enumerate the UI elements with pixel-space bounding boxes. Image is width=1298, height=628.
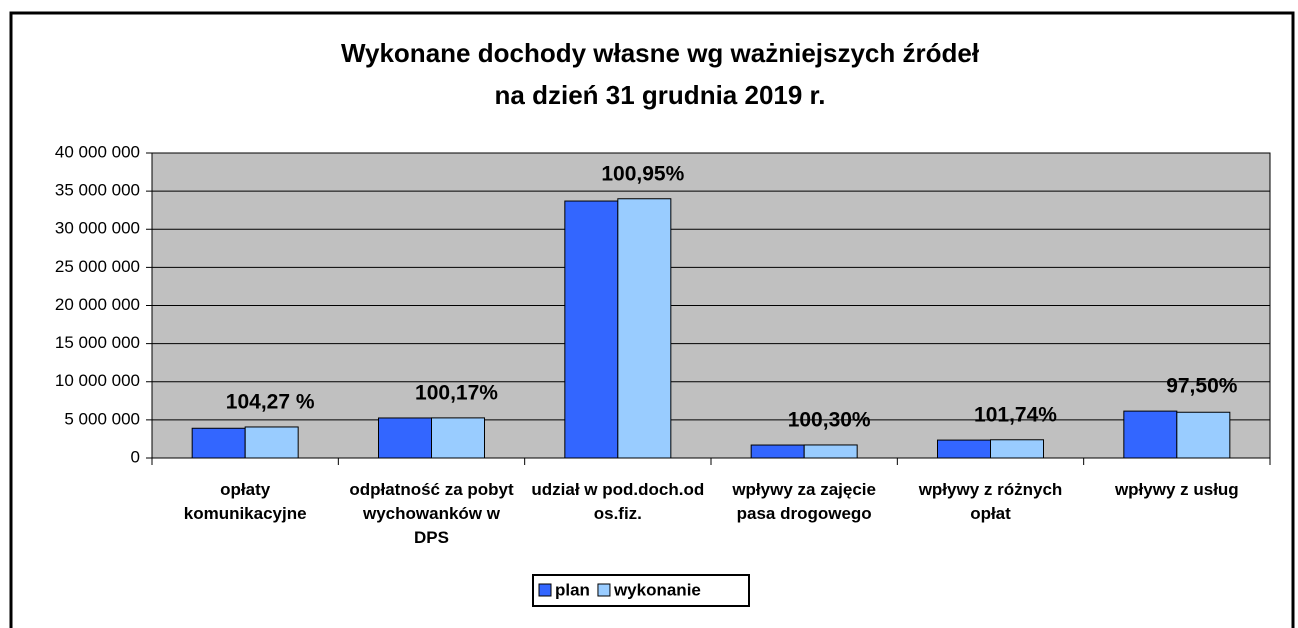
chart-subtitle: na dzień 31 grudnia 2019 r. [495, 80, 826, 110]
y-tick-label: 25 000 000 [55, 257, 140, 276]
y-tick-label: 20 000 000 [55, 295, 140, 314]
y-tick-label: 30 000 000 [55, 219, 140, 238]
bar [378, 417, 432, 459]
legend-swatch [597, 583, 611, 597]
bar [617, 198, 672, 459]
bar [1176, 411, 1231, 459]
legend-box [532, 574, 750, 607]
bar [1123, 410, 1178, 459]
bar [937, 439, 991, 459]
y-tick-label: 5 000 000 [64, 409, 140, 428]
bar [191, 427, 246, 459]
y-tick-label: 10 000 000 [55, 371, 140, 390]
legend-label: plan [555, 580, 590, 599]
x-tick-label: wpływy za zajęcie pasa drogowego [732, 480, 876, 523]
y-tick-label: 40 000 000 [55, 142, 140, 161]
chart-title: Wykonane dochody własne wg ważniejszych … [341, 38, 980, 68]
annotation: 100,17% [415, 381, 498, 404]
x-tick-label: odpłatność za pobyt wychowanków w DPS [349, 480, 514, 547]
legend-label: wykonanie [613, 580, 701, 599]
bar [564, 200, 619, 459]
x-tick-label: opłaty komunikacyjne [183, 480, 307, 523]
annotation: 100,30% [788, 409, 871, 432]
bar [990, 439, 1044, 459]
annotation: 100,95% [601, 162, 684, 185]
bar [431, 417, 485, 459]
bar [750, 444, 805, 459]
y-tick-label: 15 000 000 [55, 333, 140, 352]
annotation: 104,27 % [226, 391, 315, 414]
x-tick-label: wpływy z usług [1114, 480, 1239, 499]
legend-swatch [538, 583, 552, 597]
bar [803, 444, 858, 459]
y-tick-label: 0 [131, 447, 140, 466]
y-tick-label: 35 000 000 [55, 181, 140, 200]
x-tick-label: udział w pod.doch.od os.fiz. [531, 480, 705, 523]
bar [244, 426, 299, 459]
annotation: 97,50% [1166, 375, 1238, 398]
x-tick-label: wpływy z różnych opłat [918, 480, 1063, 523]
annotation: 101,74% [974, 403, 1057, 426]
